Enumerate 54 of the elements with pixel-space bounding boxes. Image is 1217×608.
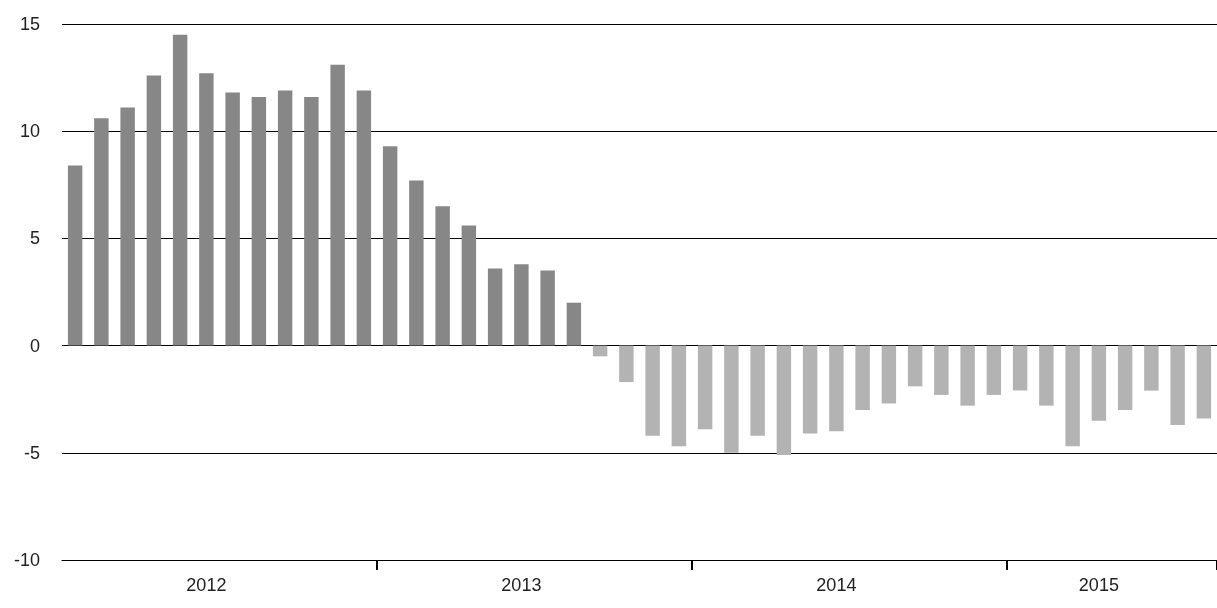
bar: [671, 345, 687, 447]
bar: [1144, 345, 1159, 391]
bar: [382, 146, 398, 346]
bar: [881, 345, 897, 404]
y-tick-label: -10: [13, 550, 40, 570]
bar: [1039, 345, 1054, 406]
bar: [1091, 345, 1107, 421]
bar: [172, 34, 188, 346]
bar: [514, 264, 529, 346]
bar: [277, 90, 293, 346]
bar: [934, 345, 949, 395]
bar: [199, 73, 214, 346]
bar: [1117, 345, 1133, 410]
bar: [566, 302, 582, 346]
bar: [1065, 345, 1080, 447]
bar: [225, 92, 240, 346]
bar: [461, 225, 477, 346]
x-tick-label: 2015: [1078, 575, 1119, 595]
bar: [409, 180, 424, 346]
bar: [592, 345, 608, 357]
bar: [1012, 345, 1028, 391]
bar: [487, 268, 503, 346]
bar: [724, 345, 739, 453]
bar: [540, 270, 555, 346]
y-tick-label: -5: [23, 442, 40, 463]
x-tick-label: 2013: [501, 575, 542, 595]
bar: [855, 345, 870, 410]
x-tick-label: 2012: [186, 575, 227, 595]
bar: [356, 90, 372, 346]
y-tick-label: 0: [29, 335, 40, 356]
bar: [750, 345, 765, 436]
bar: [802, 345, 818, 434]
bar: [986, 345, 1002, 395]
x-tick-label: 2014: [816, 575, 857, 595]
bar: [829, 345, 844, 432]
y-tick-label: 10: [19, 121, 40, 142]
bar: [645, 345, 660, 436]
bar: [146, 75, 162, 346]
bar: [330, 64, 345, 346]
bar: [120, 107, 135, 346]
bar: [1196, 345, 1212, 419]
bar: [304, 96, 319, 346]
bar: [1170, 345, 1185, 425]
bar: [960, 345, 975, 406]
bar: [619, 345, 634, 383]
y-tick-label: 5: [29, 228, 40, 249]
y-tick-label: 15: [19, 14, 40, 34]
bar: [94, 118, 109, 346]
bar: [907, 345, 923, 387]
bar: [251, 96, 267, 346]
bar: [435, 206, 450, 346]
bar: [697, 345, 713, 430]
bar: [776, 345, 792, 455]
bar: [67, 165, 83, 346]
